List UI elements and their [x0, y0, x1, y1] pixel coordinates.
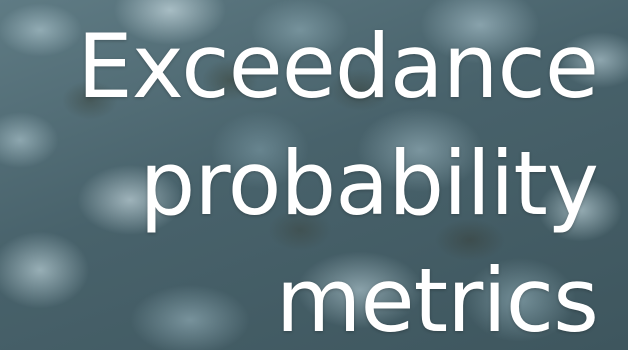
title-line-1: Exceedance [77, 15, 599, 118]
title-line-2: probability [139, 132, 599, 235]
title-line-3: metrics [275, 249, 599, 350]
page-title: Exceedance probability metrics [77, 8, 599, 350]
